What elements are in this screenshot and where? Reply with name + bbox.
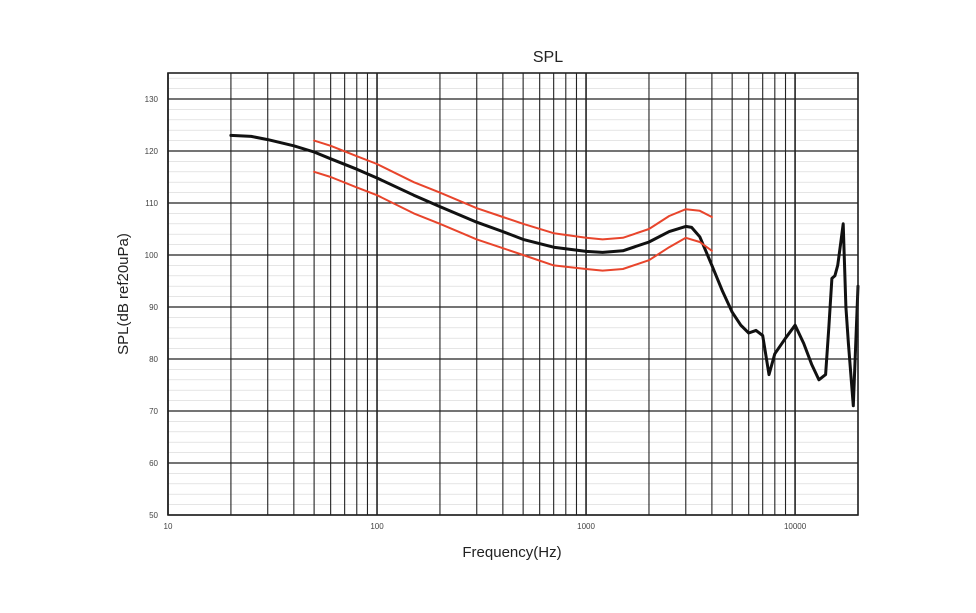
y-tick-label: 60 <box>149 459 158 468</box>
x-tick-label: 1000 <box>577 522 595 531</box>
x-tick-label: 10 <box>164 522 173 531</box>
lower-limit-line <box>313 170 713 272</box>
y-tick-label: 70 <box>149 407 158 416</box>
plot-frame <box>167 72 859 516</box>
y-tick-label: 110 <box>145 199 158 208</box>
x-axis-label: Frequency(Hz) <box>462 544 561 561</box>
series-lines <box>229 133 860 408</box>
x-tick-label: 100 <box>370 522 384 531</box>
chart-title: SPL <box>533 49 563 66</box>
y-tick-label: 80 <box>149 355 158 364</box>
grid <box>167 73 859 516</box>
y-tick-label: 100 <box>145 251 159 260</box>
upper-limit-line <box>313 139 713 241</box>
x-tick-label: 10000 <box>784 522 807 531</box>
measured-line <box>229 133 860 408</box>
y-tick-label: 90 <box>149 303 158 312</box>
y-axis-label: SPL(dB ref20uPa) <box>115 233 132 355</box>
y-tick-label: 50 <box>149 511 158 520</box>
y-tick-label: 130 <box>145 95 159 104</box>
tick-labels: 50 60 70 80 90 100 110 120 130 10 100 1000 10000 <box>145 95 807 531</box>
y-tick-label: 120 <box>145 147 159 156</box>
